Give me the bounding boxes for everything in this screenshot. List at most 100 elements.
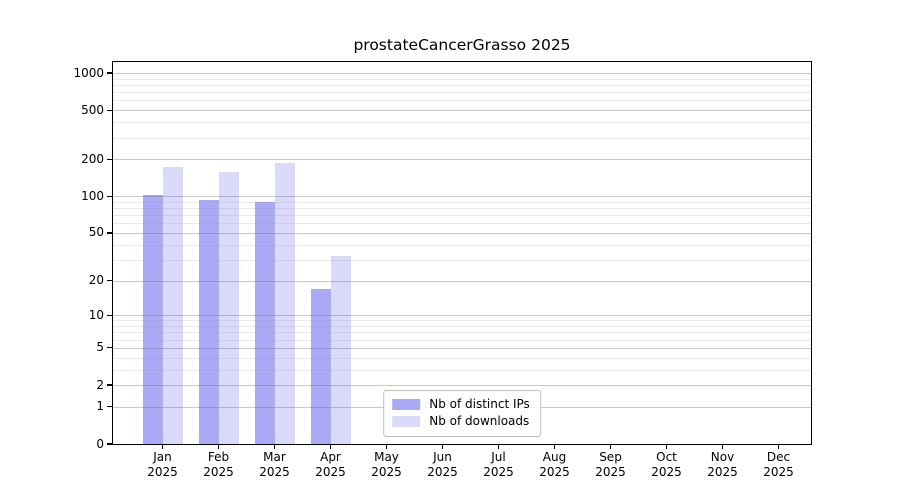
gridline-major bbox=[113, 385, 811, 386]
bars-layer bbox=[113, 62, 811, 444]
legend-label-downloads: Nb of downloads bbox=[429, 414, 530, 428]
x-tick-mark bbox=[497, 444, 500, 449]
gridline-minor bbox=[113, 223, 811, 225]
y-tick-mark bbox=[107, 384, 112, 386]
x-tick-mark bbox=[385, 444, 388, 449]
y-tick-mark bbox=[107, 347, 112, 349]
bar-feb-distinct-ips bbox=[198, 199, 219, 444]
gridline-minor bbox=[113, 339, 811, 341]
y-tick-label: 1000 bbox=[73, 65, 104, 80]
legend-swatch-downloads bbox=[392, 416, 421, 427]
x-tick-month: Sep bbox=[599, 450, 622, 464]
bar-mar-distinct-ips bbox=[254, 201, 275, 444]
x-tick-year: 2025 bbox=[203, 465, 234, 479]
x-tick-mark bbox=[665, 444, 668, 449]
x-tick-year: 2025 bbox=[651, 465, 682, 479]
gridline-major bbox=[113, 196, 811, 198]
gridline-minor bbox=[113, 100, 811, 102]
gridline-minor bbox=[113, 78, 811, 80]
gridline-major bbox=[113, 347, 811, 349]
gridline-minor bbox=[113, 92, 811, 94]
gridline-minor bbox=[113, 85, 811, 87]
gridline-minor bbox=[113, 369, 811, 371]
y-tick-mark bbox=[107, 158, 112, 160]
gridline-minor bbox=[113, 332, 811, 334]
x-tick-month: Feb bbox=[207, 450, 230, 464]
x-tick-month: Aug bbox=[542, 450, 567, 464]
x-tick-mark bbox=[441, 444, 444, 449]
x-tick-year: 2025 bbox=[595, 465, 626, 479]
y-tick-label: 50 bbox=[88, 225, 104, 240]
x-tick-mark bbox=[553, 444, 556, 449]
x-tick-year: 2025 bbox=[707, 465, 738, 479]
x-tick-month: May bbox=[374, 450, 399, 464]
bar-mar-downloads bbox=[274, 162, 295, 444]
x-tick-label-sep: Sep 2025 bbox=[581, 450, 641, 480]
x-tick-year: 2025 bbox=[427, 465, 458, 479]
y-tick-mark bbox=[107, 72, 112, 74]
x-tick-month: Jan bbox=[153, 450, 172, 464]
y-tick-label: 20 bbox=[88, 273, 104, 288]
x-tick-mark bbox=[161, 444, 164, 449]
x-tick-label-mar: Mar 2025 bbox=[245, 450, 305, 480]
x-tick-month: Apr bbox=[320, 450, 341, 464]
legend-label-distinct-ips: Nb of distinct IPs bbox=[429, 397, 530, 411]
plot-area: Nb of distinct IPs Nb of downloads bbox=[112, 61, 812, 445]
x-tick-label-may: May 2025 bbox=[357, 450, 417, 480]
y-tick-mark bbox=[107, 195, 112, 197]
gridline-minor bbox=[113, 259, 811, 261]
x-tick-year: 2025 bbox=[147, 465, 178, 479]
x-tick-label-dec: Dec 2025 bbox=[749, 450, 809, 480]
gridline-minor bbox=[113, 320, 811, 322]
gridline-major bbox=[113, 110, 811, 112]
gridline-minor bbox=[113, 137, 811, 139]
x-tick-label-jul: Jul 2025 bbox=[469, 450, 529, 480]
bar-feb-downloads bbox=[218, 171, 239, 444]
x-tick-year: 2025 bbox=[259, 465, 290, 479]
y-tick-label: 10 bbox=[88, 307, 104, 322]
y-tick-mark bbox=[107, 314, 112, 316]
x-tick-mark bbox=[217, 444, 220, 449]
legend-swatch-distinct-ips bbox=[392, 399, 421, 410]
x-tick-label-apr: Apr 2025 bbox=[301, 450, 361, 480]
x-tick-mark bbox=[777, 444, 780, 449]
y-tick-mark bbox=[107, 232, 112, 234]
chart-title: prostateCancerGrasso 2025 bbox=[353, 36, 571, 54]
bar-apr-distinct-ips bbox=[310, 288, 331, 444]
x-tick-year: 2025 bbox=[315, 465, 346, 479]
y-tick-label: 2 bbox=[96, 377, 104, 392]
x-tick-label-nov: Nov 2025 bbox=[693, 450, 753, 480]
gridline-minor bbox=[113, 122, 811, 124]
x-tick-mark bbox=[721, 444, 724, 449]
gridline-major bbox=[113, 159, 811, 161]
y-tick-label: 500 bbox=[81, 102, 104, 117]
legend: Nb of distinct IPs Nb of downloads bbox=[383, 390, 541, 437]
y-tick-label: 5 bbox=[96, 340, 104, 355]
x-tick-month: Jun bbox=[433, 450, 452, 464]
gridline-minor bbox=[113, 215, 811, 217]
gridline-major bbox=[113, 315, 811, 317]
x-tick-label-aug: Aug 2025 bbox=[525, 450, 585, 480]
gridline-minor bbox=[113, 208, 811, 210]
gridline-minor bbox=[113, 326, 811, 328]
y-tick-mark bbox=[107, 279, 112, 282]
gridline-minor bbox=[113, 201, 811, 203]
y-tick-label: 100 bbox=[81, 188, 104, 203]
y-tick-label: 1 bbox=[96, 399, 104, 414]
x-tick-label-jan: Jan 2025 bbox=[133, 450, 193, 480]
gridline-major bbox=[113, 73, 811, 75]
y-tick-mark bbox=[107, 406, 112, 408]
x-tick-month: Nov bbox=[710, 450, 735, 464]
x-tick-month: Oct bbox=[656, 450, 677, 464]
gridline-minor bbox=[113, 244, 811, 246]
x-tick-year: 2025 bbox=[763, 465, 794, 479]
x-tick-month: Dec bbox=[766, 450, 791, 464]
y-tick-label: 0 bbox=[96, 436, 104, 451]
bar-apr-downloads bbox=[330, 256, 351, 444]
legend-item-downloads: Nb of downloads bbox=[392, 413, 530, 430]
gridline-major bbox=[113, 232, 811, 234]
x-tick-mark bbox=[609, 444, 612, 449]
legend-item-distinct-ips: Nb of distinct IPs bbox=[392, 396, 530, 413]
y-tick-mark bbox=[107, 443, 112, 445]
